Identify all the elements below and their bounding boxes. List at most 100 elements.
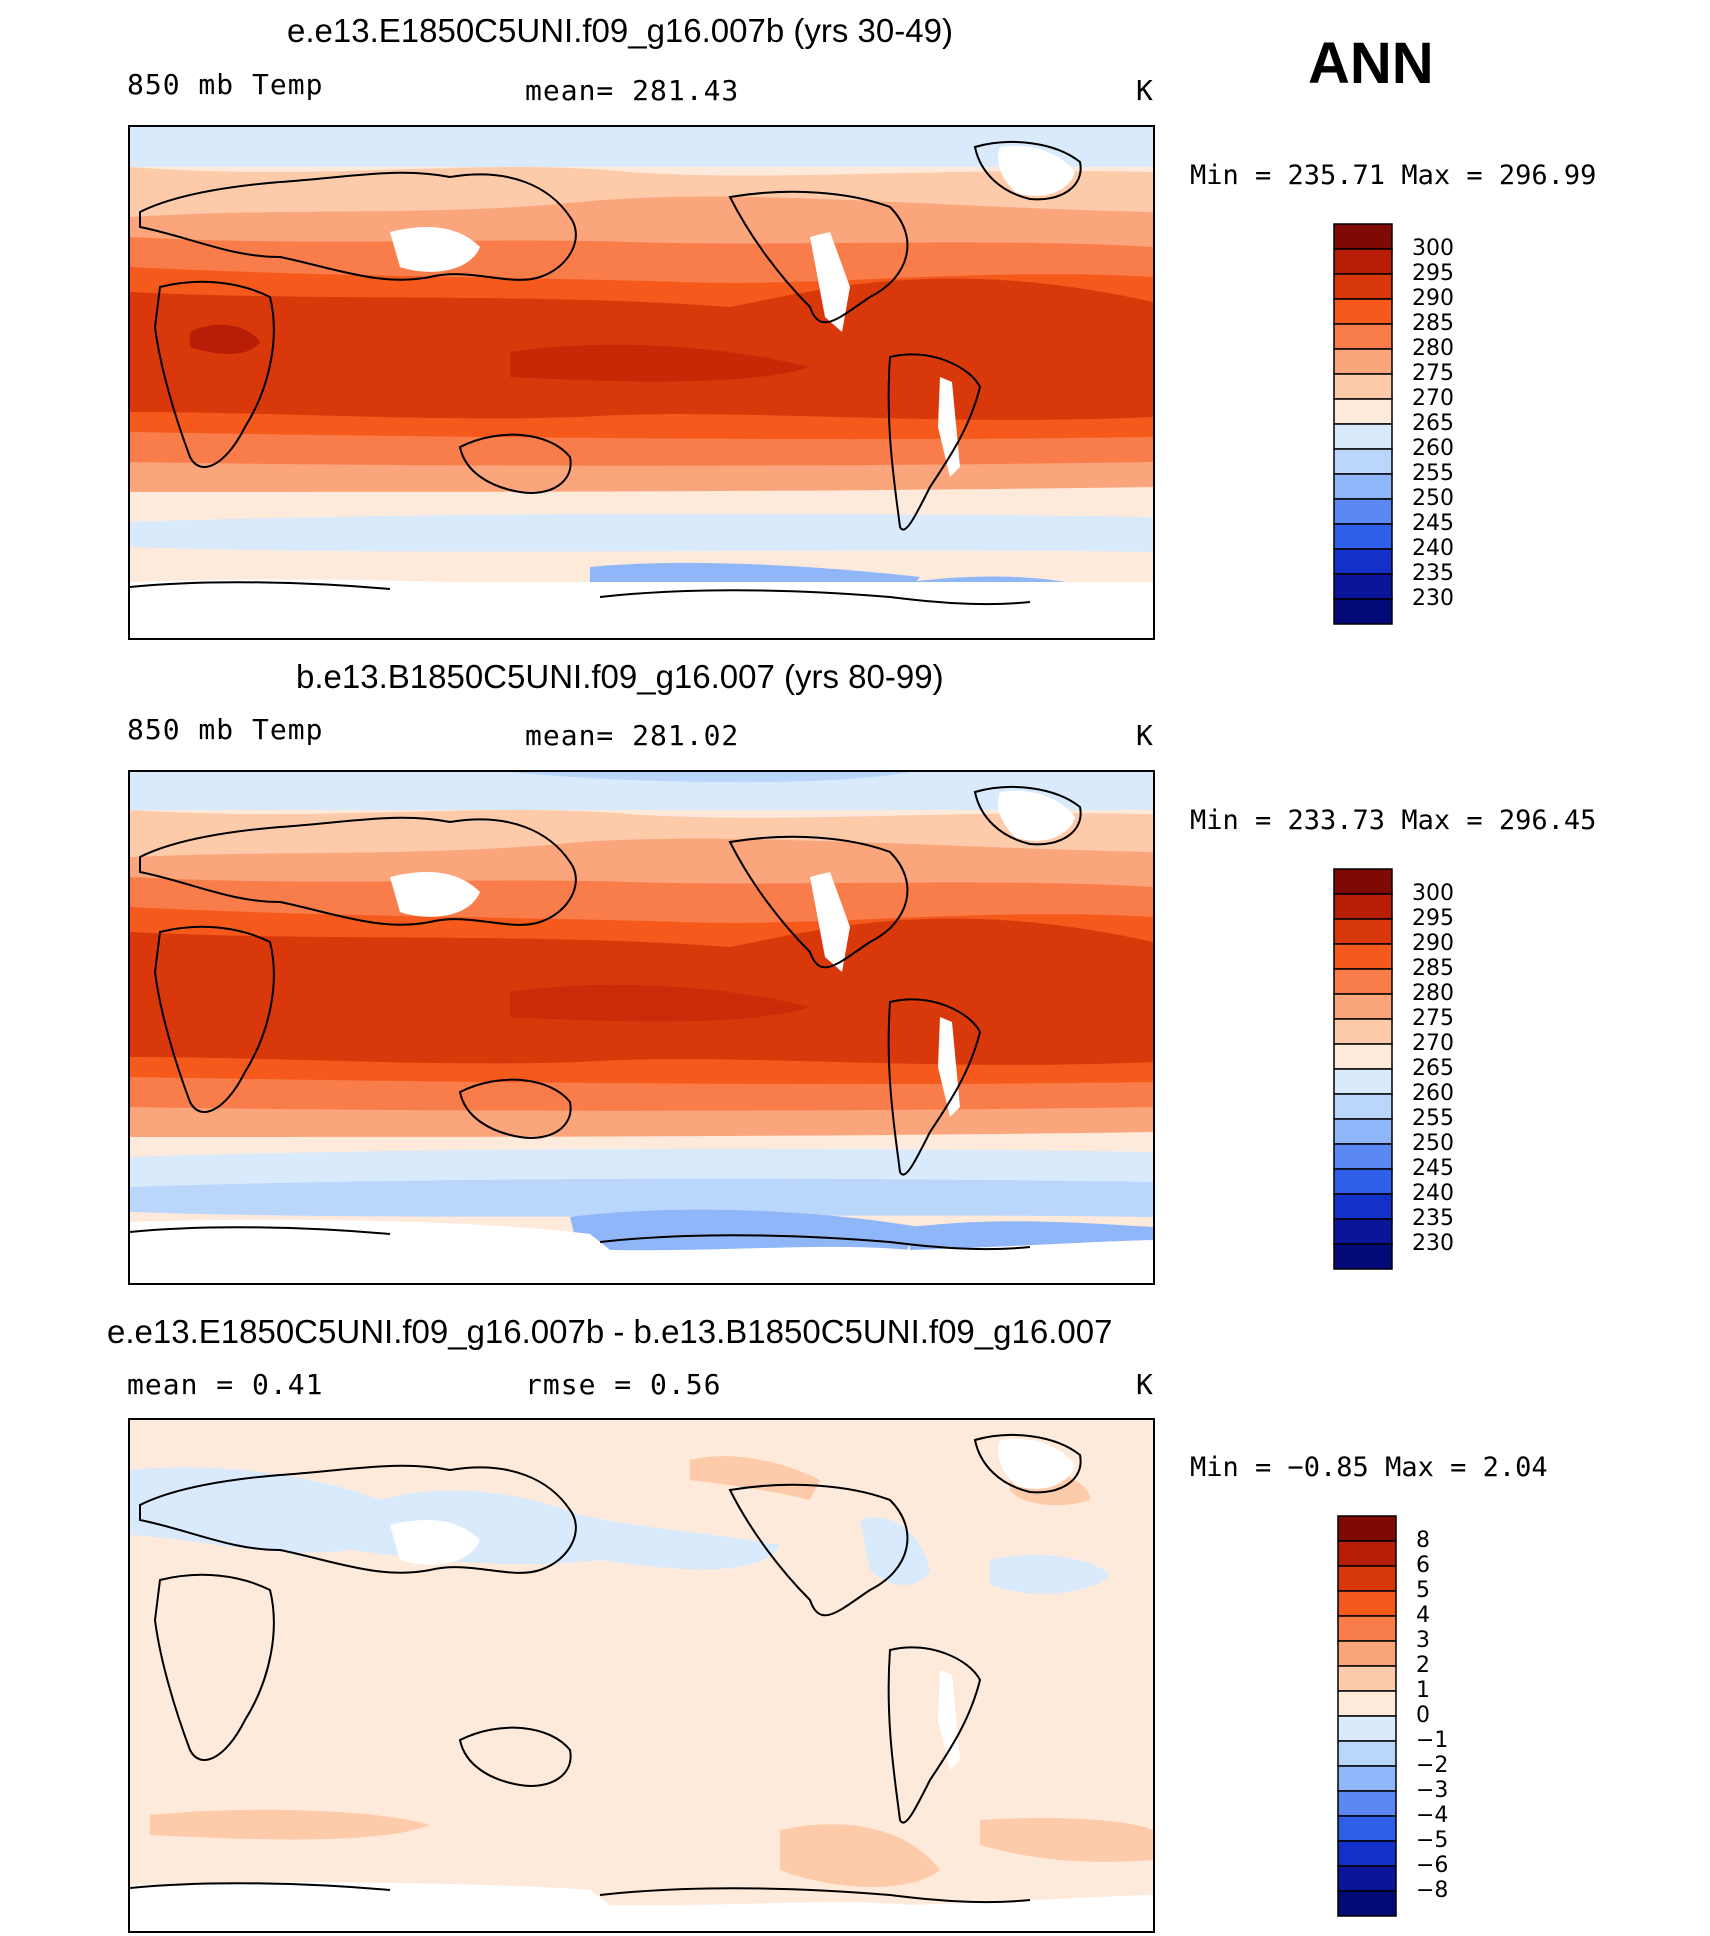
panel-2-min-max: Min = 233.73 Max = 296.45 <box>1190 805 1597 836</box>
colorbar-swatch <box>1333 598 1393 625</box>
panel-1-mean: mean= 281.43 <box>525 74 740 107</box>
colorbar-swatch <box>1333 918 1393 945</box>
colorbar-tick-label: 290 <box>1412 286 1454 311</box>
colorbar-swatch <box>1337 1640 1397 1667</box>
colorbar-swatch <box>1333 573 1393 600</box>
colorbar-swatch <box>1333 893 1393 920</box>
colorbar-swatch <box>1337 1890 1397 1917</box>
coastlines <box>130 141 1082 606</box>
colorbar-swatch <box>1333 473 1393 500</box>
colorbar-swatch <box>1333 943 1393 970</box>
colorbar-tick-label: 295 <box>1412 906 1454 931</box>
panel-3-rmse: rmse = 0.56 <box>525 1368 722 1401</box>
colorbar-swatch <box>1333 423 1393 450</box>
panel-2-colorbar <box>1333 868 1393 1273</box>
colorbar-swatch <box>1333 223 1393 250</box>
colorbar-swatch <box>1333 1093 1393 1120</box>
colorbar-tick-label: −4 <box>1416 1803 1449 1828</box>
difference-field <box>130 1420 1153 1931</box>
panel-2-title: b.e13.B1850C5UNI.f09_g16.007 (yrs 80-99) <box>296 658 944 695</box>
colorbar-swatch <box>1333 868 1393 895</box>
colorbar-tick-label: 270 <box>1412 1031 1454 1056</box>
panel-1-map <box>128 125 1155 640</box>
colorbar-tick-label: 275 <box>1412 1006 1454 1031</box>
colorbar-swatch <box>1333 993 1393 1020</box>
panel-1-min-max: Min = 235.71 Max = 296.99 <box>1190 160 1597 191</box>
coastlines <box>130 1434 1082 1904</box>
panel-2-mean: mean= 281.02 <box>525 719 740 752</box>
colorbar-swatch <box>1333 1218 1393 1245</box>
panel-3-title: e.e13.E1850C5UNI.f09_g16.007b - b.e13.B1… <box>107 1313 1113 1350</box>
colorbar-tick-label: 280 <box>1412 336 1454 361</box>
colorbar-tick-label: 265 <box>1412 1056 1454 1081</box>
colorbar-swatch <box>1333 1068 1393 1095</box>
panel-2-colorbar-swatches <box>1333 868 1393 1270</box>
panel-3-colorbar <box>1337 1515 1397 1920</box>
colorbar-swatch <box>1333 1043 1393 1070</box>
colorbar-swatch <box>1333 548 1393 575</box>
temperature-field <box>130 772 1153 1283</box>
panel-3-map <box>128 1418 1155 1933</box>
colorbar-tick-label: 6 <box>1416 1553 1430 1578</box>
colorbar-tick-label: 280 <box>1412 981 1454 1006</box>
colorbar-tick-label: −1 <box>1416 1728 1449 1753</box>
colorbar-tick-label: −8 <box>1416 1878 1449 1903</box>
colorbar-tick-label: 270 <box>1412 386 1454 411</box>
colorbar-swatch <box>1337 1565 1397 1592</box>
colorbar-tick-label: 0 <box>1416 1703 1430 1728</box>
colorbar-swatch <box>1337 1615 1397 1642</box>
colorbar-tick-label: 285 <box>1412 956 1454 981</box>
colorbar-swatch <box>1337 1740 1397 1767</box>
colorbar-swatch <box>1333 373 1393 400</box>
colorbar-swatch <box>1337 1790 1397 1817</box>
colorbar-tick-label: −2 <box>1416 1753 1449 1778</box>
colorbar-swatch <box>1333 1018 1393 1045</box>
colorbar-swatch <box>1337 1715 1397 1742</box>
panel-1-colorbar-swatches <box>1333 223 1393 625</box>
panel-2-map <box>128 770 1155 1285</box>
panel-3-colorbar-swatches <box>1337 1515 1397 1917</box>
panel-3-mean: mean = 0.41 <box>127 1368 324 1401</box>
colorbar-swatch <box>1337 1840 1397 1867</box>
colorbar-swatch <box>1333 1193 1393 1220</box>
colorbar-swatch <box>1337 1690 1397 1717</box>
colorbar-swatch <box>1337 1865 1397 1892</box>
colorbar-swatch <box>1337 1665 1397 1692</box>
colorbar-tick-label: 230 <box>1412 1231 1454 1256</box>
panel-2-variable: 850 mb Temp <box>127 713 324 746</box>
colorbar-tick-label: 265 <box>1412 411 1454 436</box>
colorbar-swatch <box>1333 273 1393 300</box>
colorbar-swatch <box>1333 448 1393 475</box>
colorbar-swatch <box>1333 1143 1393 1170</box>
colorbar-swatch <box>1337 1815 1397 1842</box>
colorbar-swatch <box>1337 1540 1397 1567</box>
season-label: ANN <box>1308 31 1434 96</box>
panel-1-title: e.e13.E1850C5UNI.f09_g16.007b (yrs 30-49… <box>287 12 953 49</box>
colorbar-tick-label: 2 <box>1416 1653 1430 1678</box>
colorbar-tick-label: 235 <box>1412 1206 1454 1231</box>
colorbar-tick-label: 255 <box>1412 461 1454 486</box>
panel-1-variable: 850 mb Temp <box>127 68 324 101</box>
panel-1-units: K <box>1136 74 1154 107</box>
colorbar-tick-label: 245 <box>1412 511 1454 536</box>
colorbar-swatch <box>1337 1590 1397 1617</box>
colorbar-tick-label: 8 <box>1416 1528 1430 1553</box>
colorbar-tick-label: 255 <box>1412 1106 1454 1131</box>
colorbar-tick-label: 245 <box>1412 1156 1454 1181</box>
colorbar-tick-label: −3 <box>1416 1778 1449 1803</box>
colorbar-tick-label: 3 <box>1416 1628 1430 1653</box>
colorbar-swatch <box>1333 348 1393 375</box>
colorbar-swatch <box>1337 1515 1397 1542</box>
colorbar-tick-label: 1 <box>1416 1678 1430 1703</box>
colorbar-swatch <box>1333 1118 1393 1145</box>
colorbar-tick-label: 260 <box>1412 1081 1454 1106</box>
colorbar-tick-label: 300 <box>1412 881 1454 906</box>
colorbar-tick-label: 4 <box>1416 1603 1430 1628</box>
colorbar-tick-label: 285 <box>1412 311 1454 336</box>
colorbar-swatch <box>1333 1168 1393 1195</box>
colorbar-swatch <box>1333 523 1393 550</box>
colorbar-tick-label: 295 <box>1412 261 1454 286</box>
colorbar-tick-label: 230 <box>1412 586 1454 611</box>
colorbar-swatch <box>1333 968 1393 995</box>
panel-3-units: K <box>1136 1368 1154 1401</box>
